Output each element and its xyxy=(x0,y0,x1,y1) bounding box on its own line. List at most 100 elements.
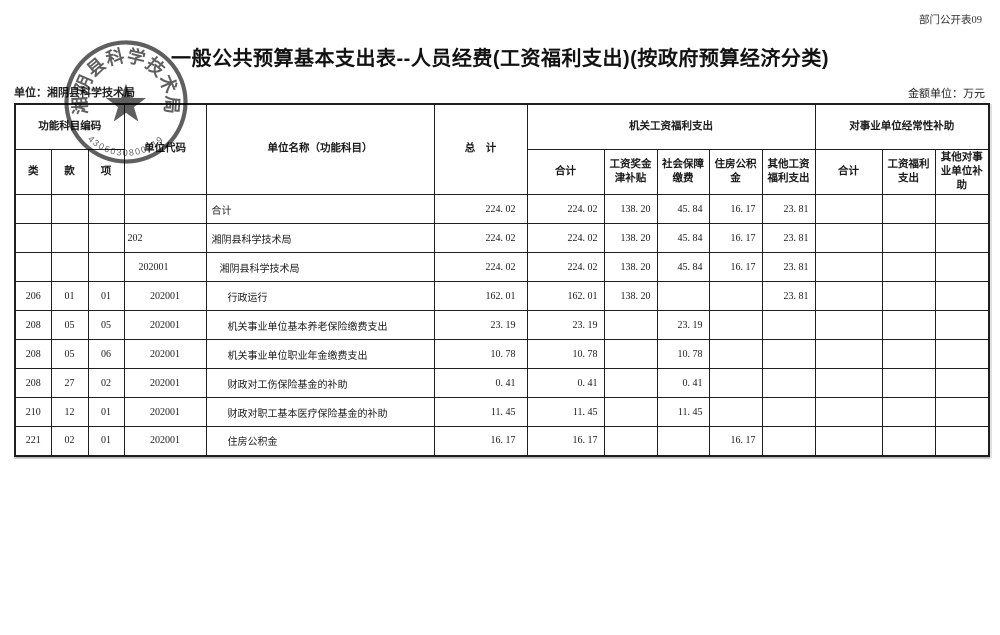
cell-unit-name: 行政运行 xyxy=(205,281,435,312)
table-row: 208 27 02 202001 财政对工伤保险基金的补助 0. 41 0. 41 0. 41 xyxy=(14,368,990,399)
cell-value: 23. 19 xyxy=(526,310,605,341)
cell-value xyxy=(814,397,883,428)
header-class: 类 xyxy=(14,148,52,196)
cell-class-code: 221 xyxy=(14,426,52,457)
cell-value xyxy=(708,339,763,370)
cell-class-code xyxy=(14,223,52,254)
cell-section-code xyxy=(50,252,89,283)
header-unit-code: 单位代码 xyxy=(123,103,207,196)
cell-value xyxy=(708,310,763,341)
cell-value xyxy=(934,397,990,428)
cell-unit-code: 202001 xyxy=(123,397,207,428)
cell-value: 162. 01 xyxy=(526,281,605,312)
cell-value: 10. 78 xyxy=(526,339,605,370)
budget-table: 功能科目编码 单位代码 单位名称（功能科目） 总 计 机关工资福利支出 对事业单… xyxy=(14,103,991,457)
cell-section-code: 01 xyxy=(50,281,89,312)
cell-value xyxy=(814,339,883,370)
cell-unit-name: 机关事业单位基本养老保险缴费支出 xyxy=(205,310,435,341)
page-title: 一般公共预算基本支出表--人员经费(工资福利支出)(按政府预算经济分类) xyxy=(171,48,829,70)
cell-class-code: 208 xyxy=(14,368,52,399)
cell-value xyxy=(814,310,883,341)
cell-value: 10. 78 xyxy=(433,339,528,370)
header-other-welfare: 其他工资福利支出 xyxy=(761,148,816,196)
cell-unit-code xyxy=(123,194,207,225)
cell-value xyxy=(881,281,936,312)
cell-unit-name: 合计 xyxy=(205,194,435,225)
header-unit-name: 单位名称（功能科目） xyxy=(205,103,435,196)
cell-value: 10. 78 xyxy=(656,339,710,370)
cell-item-code: 05 xyxy=(87,310,125,341)
cell-unit-name: 湘阴县科学技术局 xyxy=(205,223,435,254)
cell-value: 224. 02 xyxy=(433,194,528,225)
cell-unit-name: 机关事业单位职业年金缴费支出 xyxy=(205,339,435,370)
cell-value: 224. 02 xyxy=(526,252,605,283)
cell-value xyxy=(708,368,763,399)
table-body: 合计 224. 02 224. 02 138. 20 45. 84 16. 17 23. 8… xyxy=(14,194,990,457)
header-social-security: 社会保障缴费 xyxy=(656,148,710,196)
cell-class-code: 208 xyxy=(14,310,52,341)
cell-value xyxy=(881,397,936,428)
header-subsidy-welfare: 工资福利支出 xyxy=(881,148,936,196)
table-row: 210 12 01 202001 财政对职工基本医疗保险基金的补助 11. 45 11. 4… xyxy=(14,397,990,428)
cell-value: 16. 17 xyxy=(708,223,763,254)
cell-value xyxy=(761,339,816,370)
unit-name-label: 单位：湘阴县科学技术局 xyxy=(14,87,135,99)
cell-section-code: 05 xyxy=(50,310,89,341)
cell-value xyxy=(881,194,936,225)
table-row: 202 湘阴县科学技术局 224. 02 224. 02 138. 20 45. 84 16… xyxy=(14,223,990,254)
cell-value xyxy=(603,339,658,370)
cell-value: 23. 81 xyxy=(761,281,816,312)
header-subsidy-other: 其他对事业单位补助 xyxy=(934,148,990,196)
cell-class-code: 210 xyxy=(14,397,52,428)
cell-value: 224. 02 xyxy=(433,223,528,254)
table-row: 221 02 01 202001 住房公积金 16. 17 16. 17 16. 17 xyxy=(14,426,990,457)
header-subsidy-subtotal: 合计 xyxy=(814,148,883,196)
cell-value xyxy=(708,281,763,312)
cell-value: 11. 45 xyxy=(526,397,605,428)
cell-value: 45. 84 xyxy=(656,223,710,254)
table-row: 206 01 01 202001 行政运行 162. 01 162. 01 138. 20 23… xyxy=(14,281,990,312)
cell-unit-name: 财政对工伤保险基金的补助 xyxy=(205,368,435,399)
cell-class-code: 206 xyxy=(14,281,52,312)
cell-value: 23. 81 xyxy=(761,194,816,225)
cell-item-code xyxy=(87,252,125,283)
cell-value: 0. 41 xyxy=(433,368,528,399)
header-org-group: 机关工资福利支出 xyxy=(526,103,816,150)
cell-class-code: 208 xyxy=(14,339,52,370)
cell-unit-code: 202 xyxy=(123,223,207,254)
header-total: 总 计 xyxy=(433,103,528,196)
cell-value xyxy=(881,339,936,370)
cell-value: 0. 41 xyxy=(656,368,710,399)
cell-value xyxy=(934,368,990,399)
table-row: 合计 224. 02 224. 02 138. 20 45. 84 16. 17 23. 8… xyxy=(14,194,990,225)
header-section: 款 xyxy=(50,148,89,196)
cell-value xyxy=(761,368,816,399)
cell-item-code: 01 xyxy=(87,397,125,428)
cell-value xyxy=(656,426,710,457)
cell-value: 162. 01 xyxy=(433,281,528,312)
cell-value xyxy=(934,339,990,370)
cell-value: 138. 20 xyxy=(603,252,658,283)
cell-value: 16. 17 xyxy=(708,252,763,283)
cell-unit-code: 202001 xyxy=(123,368,207,399)
cell-value: 224. 02 xyxy=(526,194,605,225)
cell-value: 16. 17 xyxy=(526,426,605,457)
cell-value xyxy=(934,252,990,283)
cell-item-code: 02 xyxy=(87,368,125,399)
cell-unit-code: 202001 xyxy=(123,426,207,457)
cell-value: 23. 19 xyxy=(656,310,710,341)
table-row: 202001 湘阴县科学技术局 224. 02 224. 02 138. 20 45. 8… xyxy=(14,252,990,283)
cell-value xyxy=(934,194,990,225)
cell-value xyxy=(934,281,990,312)
cell-unit-name: 湘阴县科学技术局 xyxy=(205,252,435,283)
cell-value: 16. 17 xyxy=(433,426,528,457)
cell-value xyxy=(656,281,710,312)
cell-value xyxy=(814,368,883,399)
cell-value xyxy=(603,368,658,399)
cell-value: 138. 20 xyxy=(603,281,658,312)
table-row: 208 05 06 202001 机关事业单位职业年金缴费支出 10. 78 10. 78 1… xyxy=(14,339,990,370)
cell-value xyxy=(881,252,936,283)
cell-item-code: 01 xyxy=(87,281,125,312)
cell-item-code xyxy=(87,223,125,254)
cell-value: 224. 02 xyxy=(526,223,605,254)
